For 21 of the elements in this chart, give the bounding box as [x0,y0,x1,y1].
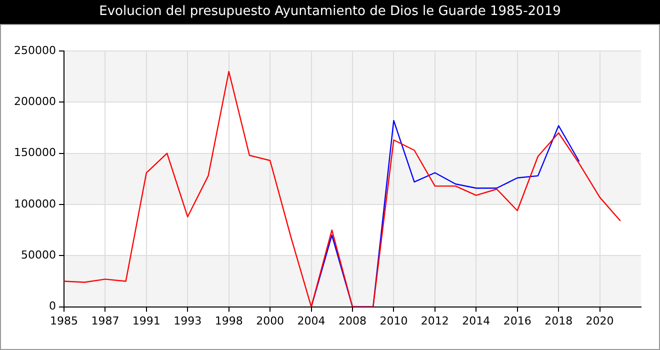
x-tick-label: 2004 [297,314,326,328]
y-tick-label: 50000 [20,248,56,262]
y-tick-label: 200000 [14,95,56,108]
x-tick-label: 2016 [503,314,532,328]
x-tick-label: 1985 [50,314,78,328]
chart-title: Evolucion del presupuesto Ayuntamiento de Dios le Guarde 1985-2019 [0,0,660,24]
x-tick-label: 1991 [132,314,160,328]
x-tick-label: 1987 [91,314,120,328]
y-tick-label: 0 [48,300,56,313]
x-tick-label: 2000 [256,314,284,328]
y-tick-label: 150000 [14,146,56,160]
x-tick-label: 2010 [380,314,408,328]
x-tick-label: 1993 [174,314,202,328]
y-tick-label: 100000 [14,197,56,210]
x-tick-label: 2014 [462,314,490,328]
x-tick-label: 2012 [420,314,449,328]
x-tick-label: 2020 [586,314,614,328]
y-tick-label: 250000 [14,44,56,57]
x-tick-label: 2018 [544,314,573,328]
x-tick-label: 1998 [214,314,243,328]
x-tick-label: 2008 [338,314,366,328]
